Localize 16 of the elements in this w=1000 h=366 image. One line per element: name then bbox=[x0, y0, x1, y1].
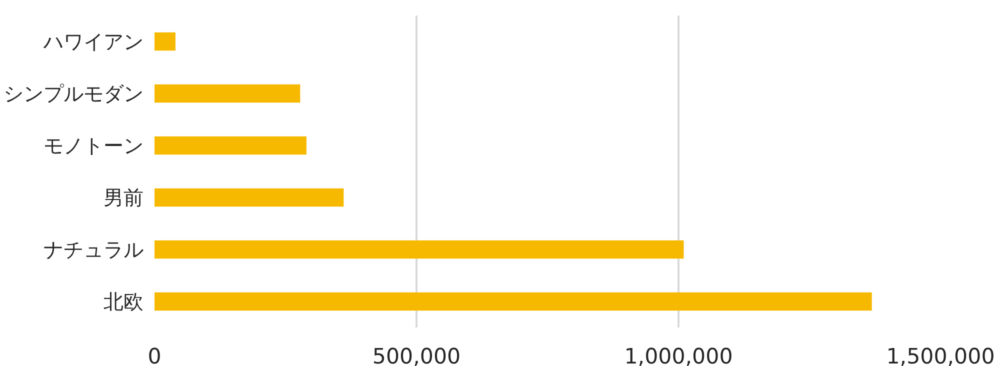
x-tick-label: 0 bbox=[148, 344, 162, 366]
x-tick-label: 1,500,000 bbox=[886, 344, 995, 366]
bar bbox=[154, 292, 872, 311]
y-tick-label: ハワイアン bbox=[42, 30, 144, 54]
bar bbox=[154, 84, 300, 103]
x-tick-label: 500,000 bbox=[372, 344, 461, 366]
y-tick-label: 男前 bbox=[104, 186, 144, 210]
y-tick-label: ナチュラル bbox=[44, 238, 144, 262]
y-tick-label: 北欧 bbox=[104, 290, 144, 314]
bar bbox=[154, 32, 176, 51]
bar bbox=[154, 188, 344, 207]
x-tick-label: 1,000,000 bbox=[624, 344, 733, 366]
y-tick-label: シンプルモダン bbox=[4, 82, 144, 106]
bar bbox=[154, 136, 306, 155]
y-tick-label: モノトーン bbox=[44, 134, 144, 158]
bar bbox=[154, 240, 684, 259]
